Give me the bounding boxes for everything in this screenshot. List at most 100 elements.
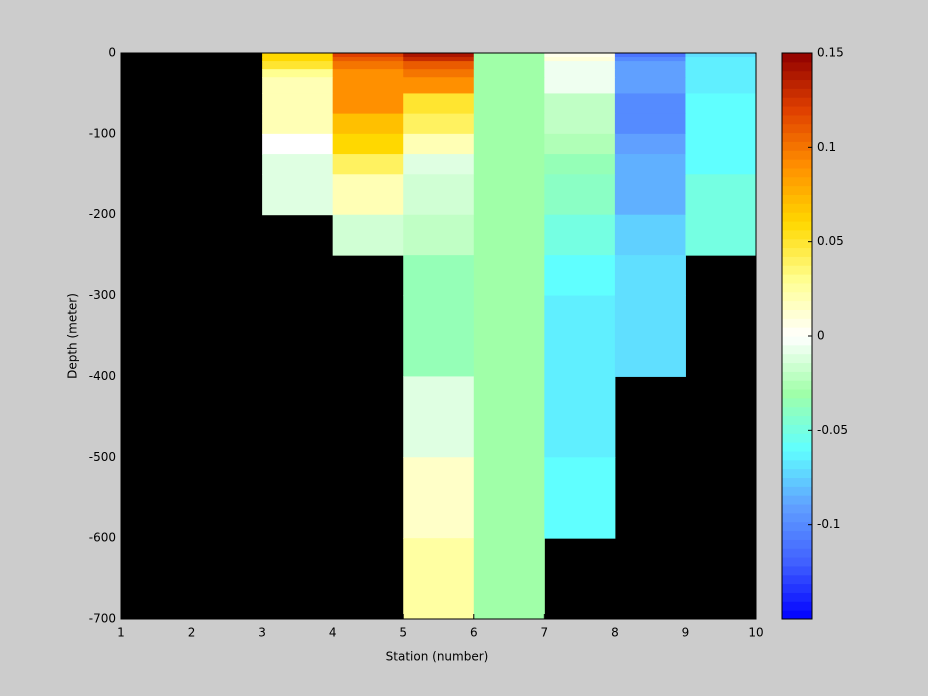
colorbar-band bbox=[782, 61, 812, 72]
heat-cell bbox=[685, 154, 757, 175]
y-tick-label: -700 bbox=[89, 612, 116, 626]
colorbar-band bbox=[782, 176, 812, 187]
heat-cell bbox=[403, 538, 475, 620]
x-tick-label: 4 bbox=[329, 626, 337, 640]
colorbar-band bbox=[782, 185, 812, 195]
heat-cell bbox=[403, 93, 475, 115]
heat-cell bbox=[262, 174, 334, 216]
heat-cell bbox=[473, 154, 545, 175]
heat-cell bbox=[403, 69, 475, 78]
colorbar-band bbox=[782, 565, 812, 576]
heat-cell bbox=[262, 113, 334, 135]
heat-cell bbox=[262, 154, 334, 175]
heat-cell bbox=[544, 53, 616, 58]
heat-cell bbox=[403, 57, 475, 62]
heat-cell bbox=[332, 133, 404, 155]
colorbar-band bbox=[782, 282, 812, 293]
heat-cell bbox=[544, 93, 616, 115]
colorbar-band bbox=[782, 521, 812, 532]
heat-cell bbox=[544, 77, 616, 94]
colorbar-band bbox=[782, 212, 812, 222]
heat-cell bbox=[473, 93, 545, 115]
heat-cell bbox=[473, 214, 545, 256]
colorbar-band bbox=[782, 592, 812, 602]
heat-cell bbox=[332, 113, 404, 135]
heat-cell bbox=[544, 57, 616, 62]
heat-cell bbox=[544, 154, 616, 175]
heat-cell bbox=[685, 77, 757, 94]
y-tick-label: -500 bbox=[89, 450, 116, 464]
heat-cell bbox=[403, 77, 475, 94]
heat-cell bbox=[614, 77, 686, 94]
colorbar-band bbox=[782, 167, 812, 178]
colorbar-band bbox=[782, 159, 812, 169]
heat-cell bbox=[544, 174, 616, 216]
colorbar-band bbox=[782, 150, 812, 160]
colorbar-band bbox=[782, 557, 812, 567]
heat-cell bbox=[332, 77, 404, 94]
colorbar-band bbox=[782, 274, 812, 284]
colorbar-band bbox=[782, 415, 812, 425]
heat-cell bbox=[262, 77, 334, 94]
heat-cell bbox=[473, 457, 545, 539]
heat-cell bbox=[473, 133, 545, 155]
heat-cell bbox=[614, 113, 686, 135]
heat-cell bbox=[614, 53, 686, 58]
heat-cell bbox=[544, 214, 616, 256]
colorbar-band bbox=[782, 397, 812, 408]
colorbar-band bbox=[782, 344, 812, 355]
x-tick-label: 3 bbox=[258, 626, 266, 640]
colorbar-tick-label: 0.15 bbox=[817, 46, 844, 60]
colorbar-band bbox=[782, 477, 812, 487]
colorbar-band bbox=[782, 486, 812, 496]
colorbar-band bbox=[782, 79, 812, 89]
x-tick-label: 6 bbox=[470, 626, 478, 640]
colorbar-band bbox=[782, 362, 812, 372]
heat-cell bbox=[544, 457, 616, 539]
x-tick-label: 9 bbox=[682, 626, 690, 640]
heat-cell bbox=[332, 61, 404, 70]
colorbar-band bbox=[782, 327, 812, 337]
colorbar-band bbox=[782, 53, 812, 63]
heat-cell bbox=[544, 376, 616, 458]
colorbar-band bbox=[782, 504, 812, 514]
heat-cell bbox=[262, 93, 334, 115]
heat-cell bbox=[403, 255, 475, 297]
colorbar-band bbox=[782, 229, 812, 240]
heat-cell bbox=[403, 457, 475, 539]
heat-cell bbox=[614, 133, 686, 155]
colorbar-tick-label: -0.05 bbox=[817, 423, 848, 437]
heat-cell bbox=[332, 93, 404, 115]
y-tick-label: -100 bbox=[89, 126, 116, 140]
colorbar-band bbox=[782, 123, 812, 134]
heat-cell bbox=[685, 133, 757, 155]
heat-cell bbox=[614, 154, 686, 175]
y-tick-label: -600 bbox=[89, 531, 116, 545]
heat-cell bbox=[473, 69, 545, 78]
heat-cell bbox=[685, 113, 757, 135]
colorbar-band bbox=[782, 512, 812, 523]
colorbar-band bbox=[782, 424, 812, 434]
heat-cell bbox=[262, 69, 334, 78]
colorbar-band bbox=[782, 389, 812, 399]
heat-cell bbox=[614, 255, 686, 297]
heat-cell bbox=[685, 61, 757, 70]
x-tick-label: 10 bbox=[748, 626, 763, 640]
colorbar-band bbox=[782, 309, 812, 319]
heat-cell bbox=[332, 214, 404, 256]
heat-cell bbox=[262, 53, 334, 58]
heat-cell bbox=[473, 376, 545, 458]
colorbar-band bbox=[782, 548, 812, 558]
heat-cell bbox=[262, 57, 334, 62]
heat-cell bbox=[614, 295, 686, 377]
colorbar-band bbox=[782, 610, 812, 620]
heat-cell bbox=[614, 93, 686, 115]
heat-cell bbox=[403, 53, 475, 58]
colorbar-band bbox=[782, 318, 812, 328]
colorbar-band bbox=[782, 70, 812, 81]
heat-cell bbox=[473, 255, 545, 297]
heat-cell bbox=[332, 57, 404, 62]
heat-cell bbox=[473, 538, 545, 620]
heat-cell bbox=[403, 133, 475, 155]
